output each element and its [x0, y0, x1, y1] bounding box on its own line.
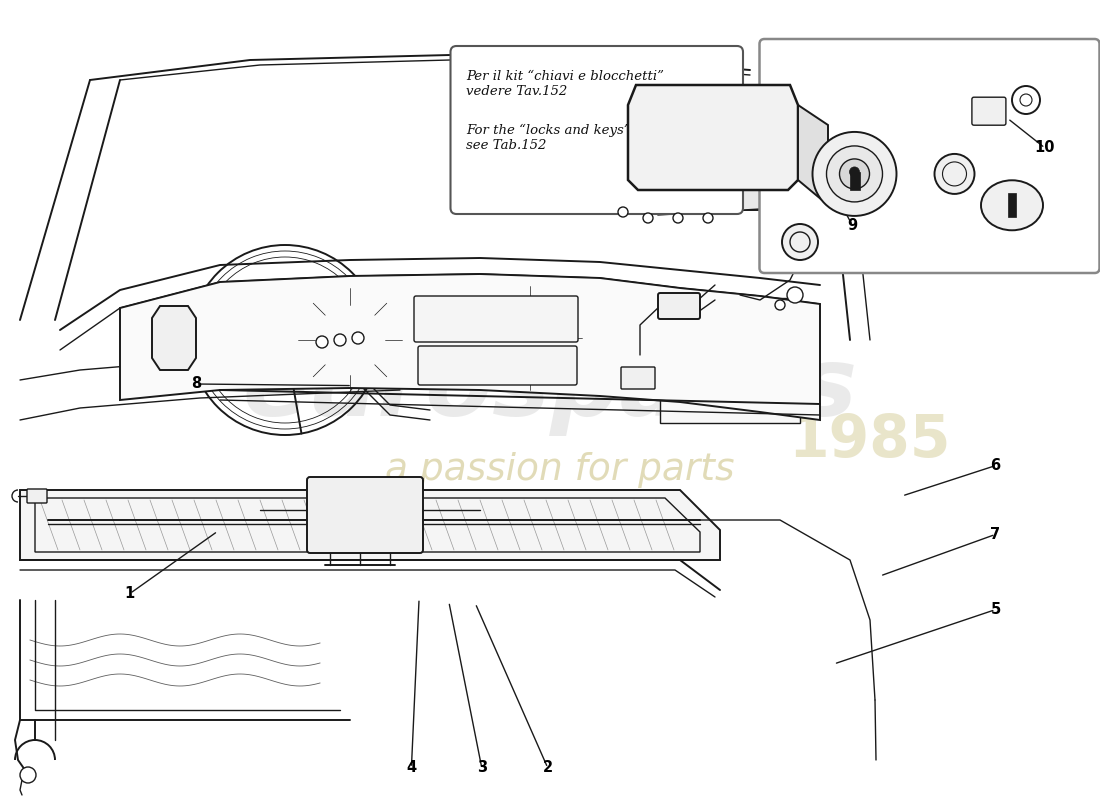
Text: 2: 2: [542, 761, 553, 775]
Text: 10: 10: [1035, 141, 1055, 155]
FancyBboxPatch shape: [451, 46, 742, 214]
Circle shape: [673, 213, 683, 223]
Text: 4: 4: [406, 761, 417, 775]
Circle shape: [935, 154, 975, 194]
Circle shape: [839, 159, 869, 189]
Circle shape: [316, 336, 328, 348]
Circle shape: [813, 132, 896, 216]
Text: eurospares: eurospares: [242, 343, 858, 437]
Text: 8: 8: [190, 377, 201, 391]
FancyBboxPatch shape: [621, 367, 654, 389]
FancyBboxPatch shape: [307, 477, 424, 553]
Text: a passion for parts: a passion for parts: [385, 452, 735, 488]
Text: 5: 5: [990, 602, 1001, 617]
Circle shape: [20, 767, 36, 783]
Ellipse shape: [981, 180, 1043, 230]
FancyBboxPatch shape: [414, 296, 578, 342]
Text: 3: 3: [476, 761, 487, 775]
Polygon shape: [20, 490, 720, 560]
Polygon shape: [798, 105, 828, 205]
Polygon shape: [120, 274, 820, 420]
Circle shape: [826, 146, 882, 202]
Circle shape: [703, 213, 713, 223]
Polygon shape: [152, 306, 196, 370]
Text: 7: 7: [990, 527, 1001, 542]
Circle shape: [782, 224, 818, 260]
Bar: [849, 172, 859, 190]
Text: For the “locks and keys” kit
see Tab.152: For the “locks and keys” kit see Tab.152: [466, 124, 653, 152]
Bar: [422, 303, 502, 319]
FancyBboxPatch shape: [972, 98, 1005, 126]
Circle shape: [352, 332, 364, 344]
Text: 6: 6: [990, 458, 1001, 473]
Circle shape: [849, 167, 859, 177]
Text: Per il kit “chiavi e blocchetti”
vedere Tav.152: Per il kit “chiavi e blocchetti” vedere …: [466, 70, 664, 98]
FancyBboxPatch shape: [759, 39, 1100, 273]
Polygon shape: [628, 85, 798, 190]
Text: 1985: 1985: [789, 411, 952, 469]
Bar: [1008, 194, 1016, 218]
Text: 9: 9: [847, 218, 858, 233]
Circle shape: [786, 287, 803, 303]
Bar: [660, 298, 800, 423]
FancyBboxPatch shape: [658, 293, 700, 319]
Circle shape: [644, 213, 653, 223]
FancyBboxPatch shape: [28, 489, 47, 503]
Polygon shape: [628, 180, 828, 215]
Circle shape: [618, 207, 628, 217]
FancyBboxPatch shape: [418, 346, 578, 385]
Circle shape: [334, 334, 346, 346]
Circle shape: [776, 300, 785, 310]
Text: 1: 1: [124, 586, 135, 601]
